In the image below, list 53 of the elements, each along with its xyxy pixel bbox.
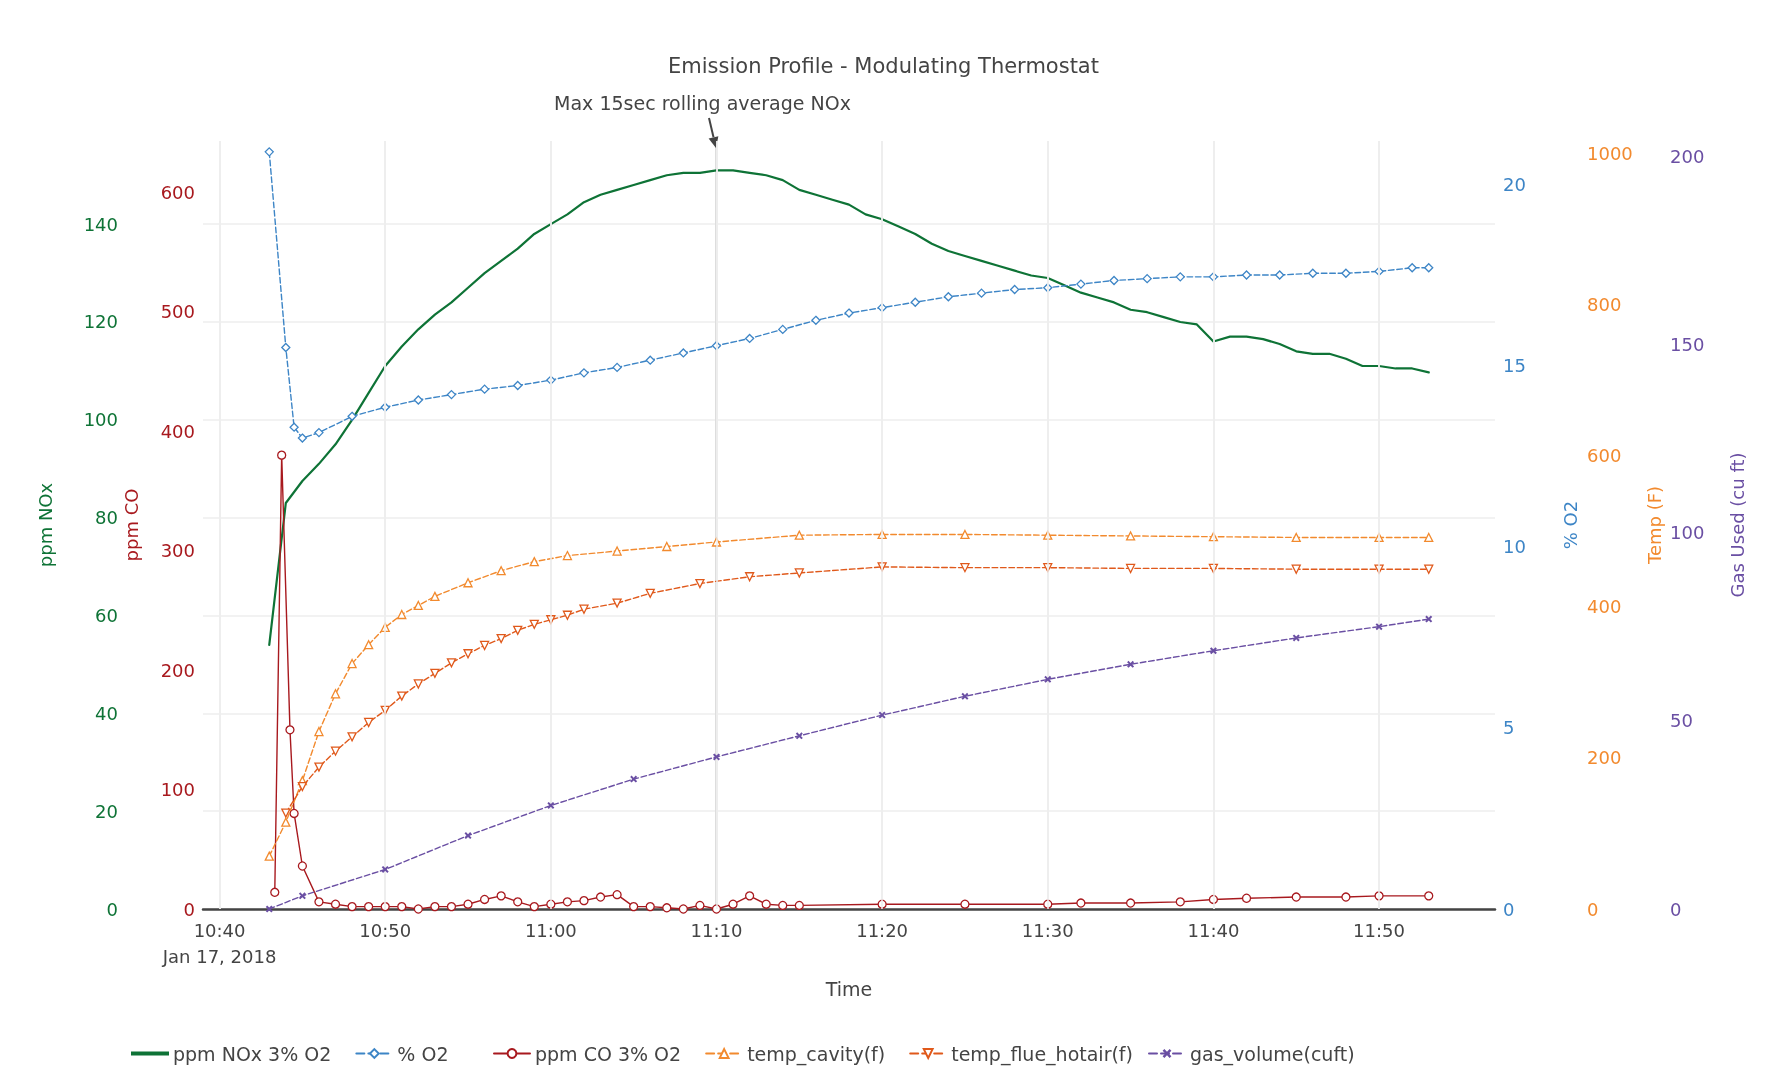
y2-axis-title: % O2	[1559, 500, 1581, 550]
y2-tick-label: 150	[1670, 333, 1705, 355]
y2-tick-label: 20	[1503, 173, 1526, 195]
y-axis-title: ppm CO	[120, 488, 142, 562]
y-tick-label: 60	[95, 605, 118, 626]
legend-label: temp_flue_hotair(f)	[951, 1042, 1133, 1066]
y-tick-label: 100	[83, 409, 118, 431]
y2-tick-label: 600	[1587, 445, 1622, 467]
y2-tick-label: 0	[1670, 898, 1682, 920]
y-tick-label: 500	[160, 301, 195, 323]
y-axis-title: ppm NOx	[34, 482, 56, 568]
legend-label: ppm NOx 3% O2	[173, 1042, 332, 1065]
x-tick-label: 11:40	[1187, 919, 1240, 941]
y-tick-label: 400	[160, 420, 195, 442]
y2-tick-label: 5	[1503, 717, 1515, 739]
x-tick-label: 11:20	[856, 919, 909, 941]
annotation: Max 15sec rolling average NOx	[554, 91, 851, 114]
x-tick-label: 10:50	[359, 919, 412, 941]
chart-title: Emission Profile - Modulating Thermostat	[668, 53, 1099, 78]
y-tick-label: 40	[95, 702, 118, 724]
y2-tick-label: 400	[1587, 596, 1622, 618]
y-tick-label: 140	[83, 213, 118, 235]
legend-label: gas_volume(cuft)	[1190, 1042, 1355, 1066]
x-tick-label: 11:50	[1353, 919, 1405, 941]
y2-tick-label: 800	[1587, 294, 1622, 316]
y-tick-label: 80	[95, 507, 118, 529]
y-tick-label: 200	[160, 659, 195, 681]
legend-label: temp_cavity(f)	[747, 1042, 886, 1066]
y-tick-label: 100	[160, 779, 195, 801]
y-tick-label: 120	[83, 311, 118, 333]
y2-tick-label: 0	[1587, 898, 1599, 920]
y2-axis-title: Temp (F)	[1643, 485, 1665, 566]
y2-tick-label: 15	[1503, 355, 1526, 377]
legend-label: ppm CO 3% O2	[535, 1042, 682, 1065]
x-axis-title: Time	[824, 977, 873, 1000]
x-tick-label: 11:10	[690, 919, 743, 941]
x-tick-label: 11:30	[1021, 919, 1074, 941]
y2-axis-title: Gas Used (cu ft)	[1726, 452, 1748, 598]
legend-label: % O2	[397, 1042, 449, 1065]
x-tick-label: 10:40 Jan 17, 2018	[161, 919, 277, 967]
y-tick-label: 0	[183, 898, 195, 920]
x-tick-label: 11:00	[524, 919, 577, 941]
y-tick-label: 0	[106, 898, 118, 920]
y2-tick-label: 1000	[1587, 143, 1633, 165]
y2-tick-label: 0	[1503, 898, 1515, 920]
y-tick-label: 20	[95, 800, 118, 822]
y2-tick-label: 200	[1670, 145, 1705, 167]
y-tick-label: 600	[160, 181, 195, 203]
y2-tick-label: 10	[1503, 536, 1526, 558]
y2-tick-label: 100	[1670, 522, 1705, 544]
y2-tick-label: 200	[1587, 747, 1622, 769]
y-tick-label: 300	[160, 540, 195, 562]
y2-tick-label: 50	[1670, 710, 1693, 732]
